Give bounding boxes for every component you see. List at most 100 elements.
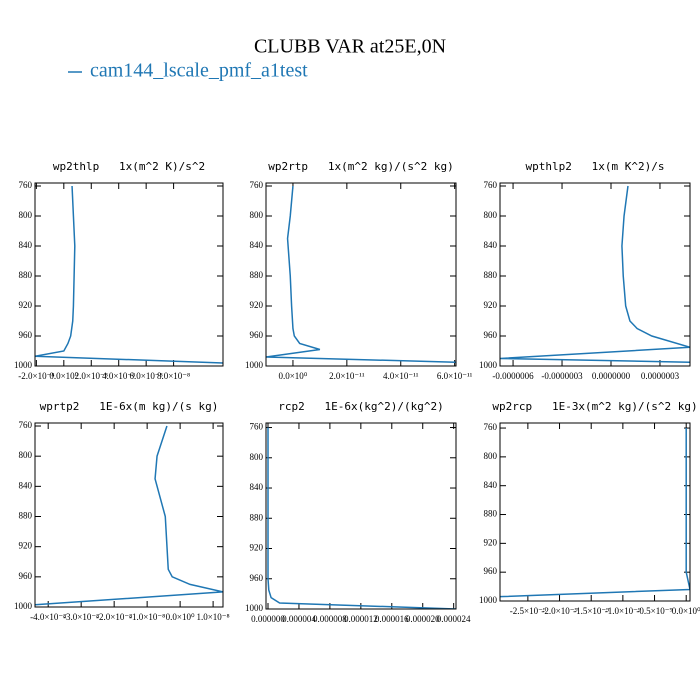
panel: wpthlp2 1x(m K^2)/s 760 800 840 880 920 960 100… xyxy=(479,160,691,381)
x-tick-label: 2.0×10⁻¹¹ xyxy=(329,371,365,381)
x-tick-label: 4.0×10⁻¹¹ xyxy=(383,371,419,381)
x-tick-label: 0.0×10⁰ xyxy=(278,371,307,381)
x-tick-label: -0.0000003 xyxy=(541,371,583,381)
x-tick-label: 1.0×10⁻⁸ xyxy=(196,612,229,622)
x-tick-label: 0.000020 xyxy=(406,614,440,624)
legend-label: cam144_lscale_pmf_a1test xyxy=(90,60,308,82)
y-tick-label: 880 xyxy=(484,270,498,280)
y-tick-label: 840 xyxy=(484,480,498,490)
x-tick-label: 0.0000003 xyxy=(641,371,680,381)
y-tick-label: 920 xyxy=(19,300,33,310)
x-tick-label: 4.0×10⁻⁸ xyxy=(102,371,135,381)
x-tick-label: 2.0×10⁻⁸ xyxy=(75,371,108,381)
x-tick-label: -2.0×10⁻⁸ xyxy=(18,371,54,381)
x-tick-label: 0.000016 xyxy=(375,614,409,624)
y-tick-label: 1000 xyxy=(245,360,264,370)
plot-frame xyxy=(499,182,691,367)
y-tick-label: 880 xyxy=(484,509,498,519)
panel-title: wp2rcp 1E-3x(m^2 kg)/(s^2 kg) xyxy=(492,400,697,413)
y-tick-label: 920 xyxy=(19,541,33,551)
x-tick-label: 0.0000000 xyxy=(592,371,631,381)
plot-frame xyxy=(499,422,691,602)
panel: wprtp2 1E-6x(m kg)/(s kg) 760 800 840 880 920… xyxy=(14,400,230,622)
y-tick-label: 840 xyxy=(19,480,33,490)
y-tick-label: 1000 xyxy=(245,603,264,613)
y-tick-label: 1000 xyxy=(479,595,498,605)
y-tick-label: 880 xyxy=(250,512,264,522)
x-tick-label: 0.000024 xyxy=(437,614,471,624)
panel: wp2rcp 1E-3x(m^2 kg)/(s^2 kg) 760 800 840 88… xyxy=(479,400,700,616)
y-tick-label: 760 xyxy=(484,422,498,432)
y-tick-label: 840 xyxy=(250,482,264,492)
panel: rcp2 1E-6x(kg^2)/(kg^2) 760 800 840 880 920 96… xyxy=(245,400,471,624)
y-tick-label: 880 xyxy=(250,270,264,280)
y-tick-label: 920 xyxy=(250,543,264,553)
panel-title: wprtp2 1E-6x(m kg)/(s kg) xyxy=(40,400,219,413)
y-tick-label: 960 xyxy=(484,330,498,340)
y-tick-label: 920 xyxy=(484,537,498,547)
panel-title: rcp2 1E-6x(kg^2)/(kg^2) xyxy=(278,400,444,413)
y-tick-label: 760 xyxy=(484,180,498,190)
x-tick-label: -2.5×10⁻⁹ xyxy=(510,606,546,616)
y-tick-label: 840 xyxy=(250,240,264,250)
x-tick-label: 0.000012 xyxy=(344,614,378,624)
x-tick-label: 0.000008 xyxy=(313,614,347,624)
y-tick-label: 880 xyxy=(19,270,33,280)
panel-title: wp2rtp 1x(m^2 kg)/(s^2 kg) xyxy=(268,160,453,173)
x-tick-label: 0.000000 xyxy=(251,614,285,624)
x-tick-label: -4.0×10⁻⁸ xyxy=(30,612,66,622)
y-tick-label: 880 xyxy=(19,511,33,521)
y-tick-label: 800 xyxy=(19,210,33,220)
data-line xyxy=(266,185,456,363)
y-tick-label: 1000 xyxy=(14,601,33,611)
y-tick-label: 800 xyxy=(484,210,498,220)
y-tick-label: 800 xyxy=(250,452,264,462)
y-tick-label: 960 xyxy=(250,573,264,583)
figure-title: CLUBB VAR at25E,0N xyxy=(254,36,446,58)
x-tick-label: -1.0×10⁻⁸ xyxy=(129,612,165,622)
x-tick-label: -1.0×10⁻⁹ xyxy=(605,606,641,616)
data-line xyxy=(267,427,456,609)
x-tick-label: 0.000004 xyxy=(282,614,316,624)
y-tick-label: 800 xyxy=(484,451,498,461)
x-tick-label: 0.0×10⁰ xyxy=(166,612,195,622)
y-tick-label: 800 xyxy=(19,450,33,460)
x-tick-label: -2.0×10⁻⁹ xyxy=(541,606,577,616)
y-tick-label: 840 xyxy=(484,240,498,250)
plot-frame xyxy=(34,182,224,367)
y-tick-label: 1000 xyxy=(14,360,33,370)
x-tick-label: 6.0×10⁻¹¹ xyxy=(437,371,473,381)
y-tick-label: 960 xyxy=(250,330,264,340)
y-tick-label: 760 xyxy=(19,180,33,190)
x-tick-label: -0.0000006 xyxy=(492,371,534,381)
data-line xyxy=(35,185,223,364)
panel-title: wpthlp2 1x(m K^2)/s xyxy=(525,160,664,173)
plot-frame xyxy=(34,422,224,608)
x-tick-label: -2.0×10⁻⁸ xyxy=(96,612,132,622)
plot-frame xyxy=(265,182,457,367)
y-tick-label: 960 xyxy=(19,571,33,581)
x-tick-label: 0.0×10⁰ xyxy=(672,606,700,616)
y-tick-label: 760 xyxy=(250,422,264,432)
y-tick-label: 760 xyxy=(250,180,264,190)
plot-frame xyxy=(265,422,457,610)
x-tick-label: 0.0×10⁰ xyxy=(49,371,78,381)
data-line xyxy=(35,425,223,606)
x-tick-label: 6.0×10⁻⁸ xyxy=(130,371,163,381)
data-line xyxy=(500,185,690,363)
y-tick-label: 960 xyxy=(484,566,498,576)
y-tick-label: 1000 xyxy=(479,360,498,370)
y-tick-label: 760 xyxy=(19,420,33,430)
x-tick-label: 8.0×10⁻⁸ xyxy=(157,371,190,381)
x-tick-label: -3.0×10⁻⁸ xyxy=(63,612,99,622)
panel-title: wp2thlp 1x(m^2 K)/s^2 xyxy=(53,160,205,173)
data-line xyxy=(500,428,690,598)
y-tick-label: 920 xyxy=(484,300,498,310)
y-tick-label: 920 xyxy=(250,300,264,310)
panel: wp2thlp 1x(m^2 K)/s^2 760 800 840 880 920 960 1… xyxy=(14,160,224,381)
y-tick-label: 800 xyxy=(250,210,264,220)
x-tick-label: -1.5×10⁻⁹ xyxy=(573,606,609,616)
panel: wp2rtp 1x(m^2 kg)/(s^2 kg) 760 800 840 880 92… xyxy=(245,160,473,381)
x-tick-label: -0.5×10⁻⁹ xyxy=(636,606,672,616)
